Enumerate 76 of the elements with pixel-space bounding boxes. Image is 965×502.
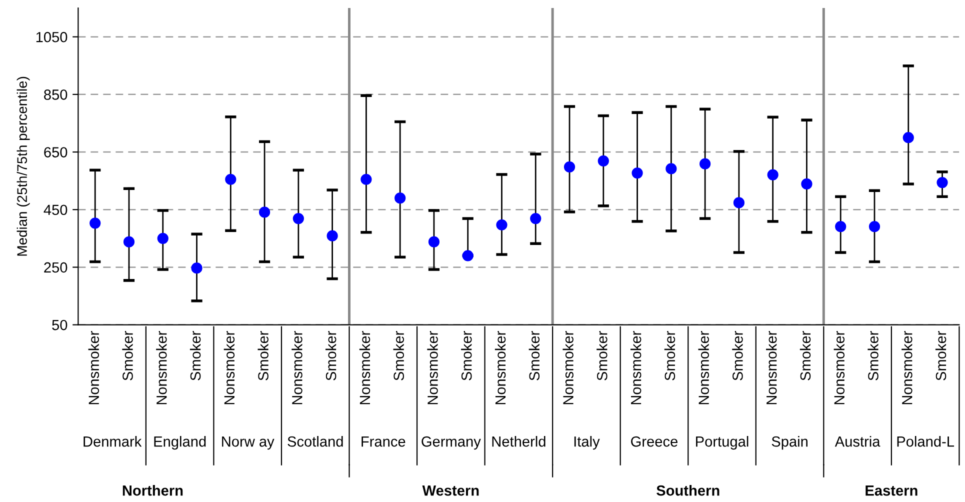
text: Germany xyxy=(422,436,481,450)
y-tick-label: 250 xyxy=(44,262,68,273)
text: England xyxy=(154,436,206,450)
point xyxy=(157,232,168,244)
text: Eastern xyxy=(866,486,918,496)
text: Norw ay xyxy=(222,436,274,450)
point xyxy=(936,176,948,188)
x-tick-label: Smoker xyxy=(800,331,811,380)
x-tick-label: Smoker xyxy=(868,331,878,380)
point xyxy=(835,221,846,232)
x-tick-label: Smoker xyxy=(596,331,608,380)
text: France xyxy=(362,436,406,447)
point xyxy=(902,132,914,144)
point xyxy=(90,218,101,229)
text: Greece xyxy=(631,436,678,447)
point xyxy=(123,236,135,248)
y-tick-label: 1050 xyxy=(36,32,68,42)
point xyxy=(258,206,270,218)
x-tick-label: Smoker xyxy=(528,331,540,380)
x-tick-label: Smoker xyxy=(935,331,946,380)
text: Austria xyxy=(834,436,880,447)
x-tick-label: Smoker xyxy=(393,331,404,380)
x-tick-label: Nonsmoker xyxy=(224,331,235,404)
point xyxy=(767,169,778,180)
point xyxy=(564,161,576,173)
text: Italy xyxy=(574,436,600,450)
x-tick-label: Nonsmoker xyxy=(494,331,506,404)
point xyxy=(700,158,711,170)
text: Western xyxy=(422,486,479,496)
point xyxy=(868,221,880,232)
text: Netherld xyxy=(492,436,546,447)
x-tick-label: Nonsmoker xyxy=(630,331,642,404)
point xyxy=(598,155,609,166)
x-tick-label: Smoker xyxy=(258,331,268,380)
x-tick-label: Nonsmoker xyxy=(88,331,100,404)
x-tick-label: Nonsmoker xyxy=(698,331,709,404)
y-tick-label: 50 xyxy=(52,320,68,330)
point xyxy=(496,219,508,230)
x-tick-label: Nonsmoker xyxy=(834,331,845,404)
x-tick-label: Nonsmoker xyxy=(156,331,167,404)
y-tick-label: 850 xyxy=(44,90,68,100)
x-tick-label: Nonsmoker xyxy=(359,331,370,404)
point xyxy=(632,167,643,179)
text: Spain xyxy=(772,436,808,450)
point xyxy=(326,230,338,242)
text: Poland-L xyxy=(897,436,954,447)
x-tick-label: Nonsmoker xyxy=(766,331,777,404)
x-tick-label: Smoker xyxy=(190,331,201,380)
x-tick-label: Nonsmoker xyxy=(902,331,912,404)
x-tick-label: Nonsmoker xyxy=(562,331,574,404)
text: Scotland xyxy=(288,436,343,447)
point xyxy=(225,174,236,185)
x-tick-label: Smoker xyxy=(461,331,472,380)
y-tick-label: 450 xyxy=(44,204,68,216)
point xyxy=(428,236,440,248)
point xyxy=(462,250,474,262)
point xyxy=(292,212,304,224)
text: Denmark xyxy=(84,436,142,447)
point xyxy=(191,262,202,274)
x-tick-label: Smoker xyxy=(326,331,336,380)
x-tick-label: Nonsmoker xyxy=(292,331,302,404)
x-tick-label: Smoker xyxy=(122,331,133,380)
x-tick-label: Nonsmoker xyxy=(427,331,438,404)
point xyxy=(360,174,372,185)
point xyxy=(801,178,812,190)
point xyxy=(666,163,677,174)
y-tick-label: 650 xyxy=(44,147,68,158)
x-tick-label: Smoker xyxy=(732,331,743,380)
text: Portugal xyxy=(696,436,748,450)
y-axis-title: Median (25th/75th percentile) xyxy=(16,76,30,256)
x-tick-label: Smoker xyxy=(664,331,676,380)
text: Northern xyxy=(122,484,183,496)
point xyxy=(530,212,542,224)
text: Southern xyxy=(656,484,720,496)
point xyxy=(733,197,745,208)
point xyxy=(394,192,406,204)
